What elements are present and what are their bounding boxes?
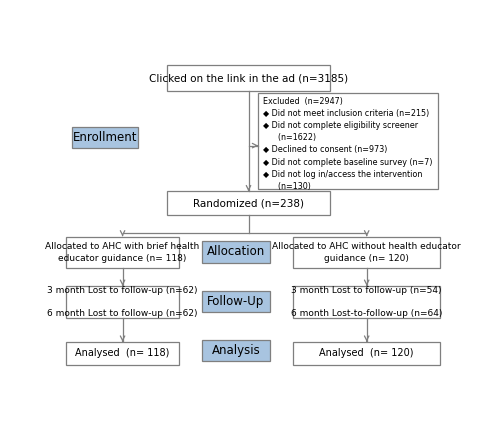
FancyBboxPatch shape xyxy=(202,291,270,312)
FancyBboxPatch shape xyxy=(293,286,440,318)
FancyBboxPatch shape xyxy=(167,65,330,91)
FancyBboxPatch shape xyxy=(202,241,270,262)
Text: Clicked on the link in the ad (n=3185): Clicked on the link in the ad (n=3185) xyxy=(149,73,348,83)
Text: Excluded  (n=2947)
◆ Did not meet inclusion criteria (n=215)
◆ Did not complete : Excluded (n=2947) ◆ Did not meet inclusi… xyxy=(263,97,432,191)
FancyBboxPatch shape xyxy=(167,191,330,215)
Text: Analysed  (n= 118): Analysed (n= 118) xyxy=(76,349,170,358)
Text: Randomized (n=238): Randomized (n=238) xyxy=(193,198,304,208)
Text: Allocation: Allocation xyxy=(207,246,265,258)
FancyBboxPatch shape xyxy=(258,93,438,189)
FancyBboxPatch shape xyxy=(66,342,179,365)
FancyBboxPatch shape xyxy=(72,127,138,148)
Text: Analysis: Analysis xyxy=(212,344,260,357)
FancyBboxPatch shape xyxy=(66,286,179,318)
Text: Analysed  (n= 120): Analysed (n= 120) xyxy=(320,349,414,358)
Text: Follow-Up: Follow-Up xyxy=(208,295,264,308)
Text: 3 month Lost to follow-up (n=54)

6 month Lost-to-follow-up (n=64): 3 month Lost to follow-up (n=54) 6 month… xyxy=(291,286,442,318)
FancyBboxPatch shape xyxy=(66,236,179,268)
FancyBboxPatch shape xyxy=(293,342,440,365)
Text: Allocated to AHC without health educator
guidance (n= 120): Allocated to AHC without health educator… xyxy=(272,242,461,262)
Text: Enrollment: Enrollment xyxy=(73,131,138,144)
Text: 3 month Lost to follow-up (n=62)

6 month Lost to follow-up (n=62): 3 month Lost to follow-up (n=62) 6 month… xyxy=(48,286,198,318)
FancyBboxPatch shape xyxy=(293,236,440,268)
Text: Allocated to AHC with brief health
educator guidance (n= 118): Allocated to AHC with brief health educa… xyxy=(46,242,200,262)
FancyBboxPatch shape xyxy=(202,340,270,361)
